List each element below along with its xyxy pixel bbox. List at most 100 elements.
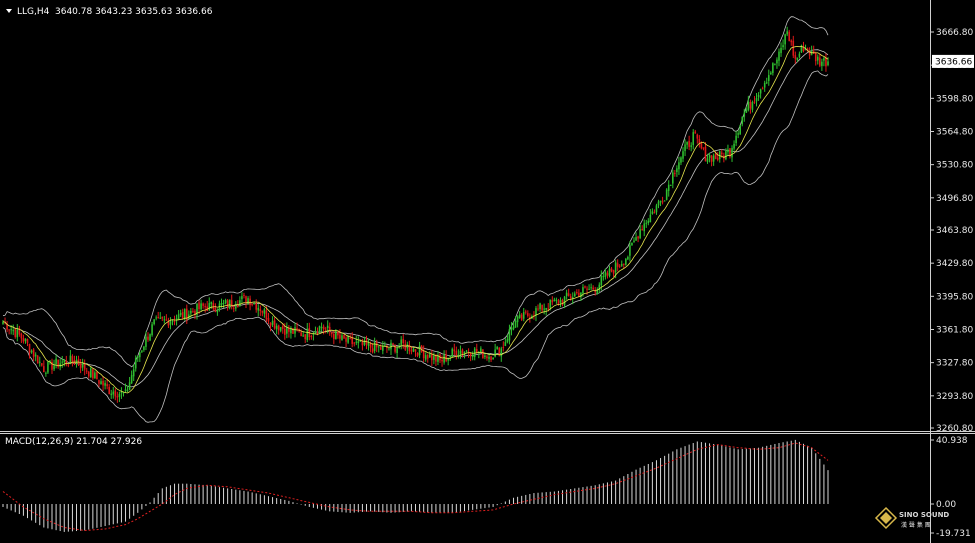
candle-body [794,55,797,59]
candle-body [55,358,57,365]
candle-body [480,348,482,353]
candle-body [620,264,623,266]
candle-body [716,157,719,160]
candle-body [316,332,319,334]
candle-body [16,329,19,338]
candle-body [406,344,409,349]
candle-body [786,31,788,35]
candle-body [277,325,280,331]
candle-body [116,396,119,398]
candle-body [40,363,43,366]
candle-body [539,303,541,310]
candle-body [625,258,627,265]
candle-body [604,272,607,277]
candle-body [814,53,817,62]
candle-body [424,355,427,360]
candle-body [678,162,680,170]
candle-body [502,347,505,349]
candle-body [179,313,182,315]
macd-pane[interactable] [2,439,829,532]
candle-body [347,336,349,343]
candle-body [122,392,125,394]
candle-body [361,340,364,346]
candle-body [181,312,184,318]
candle-body [610,268,613,272]
candle-body [114,390,117,397]
price-pane[interactable] [2,16,829,423]
candle-body [451,348,454,357]
candle-body [749,101,752,109]
candle-body [96,371,98,380]
candle-body [28,343,31,353]
candle-body [226,300,229,308]
candle-body [573,293,576,297]
candle-body [79,363,82,369]
candle-body [290,328,292,334]
candle-body [494,349,496,357]
candle-body [759,89,762,94]
candle-body [175,318,178,321]
candle-body [561,300,564,305]
candle-body [694,131,697,134]
logo-diamond-inner-icon [880,512,892,524]
candle-body [569,296,572,299]
candle-body [420,345,423,352]
candle-body [271,321,274,325]
candle-body [529,317,531,319]
candle-body [549,299,552,308]
candle-body [416,352,419,356]
candle-body [284,328,286,335]
candle-body [514,320,517,328]
candle-body [631,242,633,246]
candle-body [737,133,739,135]
candle-body [112,391,115,395]
candle-body [373,342,376,352]
candle-body [202,303,204,306]
candle-body [414,349,417,352]
candle-body [335,331,337,340]
candle-body [731,148,733,158]
candle-body [273,320,276,329]
candle-body [582,287,584,294]
moving-average [2,46,829,394]
candle-body [400,339,403,345]
candle-body [616,263,619,267]
candle-body [590,287,592,289]
price-axis-tick-label: 3395.80 [936,292,973,302]
candle-body [312,333,315,335]
candle-body [571,297,574,299]
candle-body [59,363,61,367]
candle-body [471,355,474,357]
macd-axis-tick-label: 40.938 [936,436,968,446]
dropdown-triangle-icon[interactable] [6,9,12,13]
candle-body [241,296,243,300]
candle-body [576,292,578,294]
candle-body [743,113,746,117]
candle-body [790,40,793,43]
candle-body [94,372,96,379]
candle-body [816,56,819,61]
sino-sound-logo: SINO SOUND 漢 聲 集 團 [874,506,949,530]
candle-body [12,330,15,332]
macd-axis-tick-label: -19.731 [936,529,971,539]
candle-body [633,240,635,243]
candle-body [230,300,233,307]
candle-body [130,375,133,384]
candle-body [602,276,605,278]
candle-body [145,336,147,347]
candle-body [567,293,570,296]
candle-body [71,356,74,362]
candle-body [641,228,643,231]
candle-body [155,317,157,319]
candle-body [169,321,172,325]
macd-signal-line [2,442,829,532]
candle-body [692,132,695,145]
candle-body [196,303,198,315]
candle-body [653,212,656,214]
candle-body [684,144,686,151]
candle-body [463,351,466,355]
candle-body [733,143,735,149]
candle-body [343,334,345,339]
price-axis-tick-label: 3327.80 [936,359,973,369]
